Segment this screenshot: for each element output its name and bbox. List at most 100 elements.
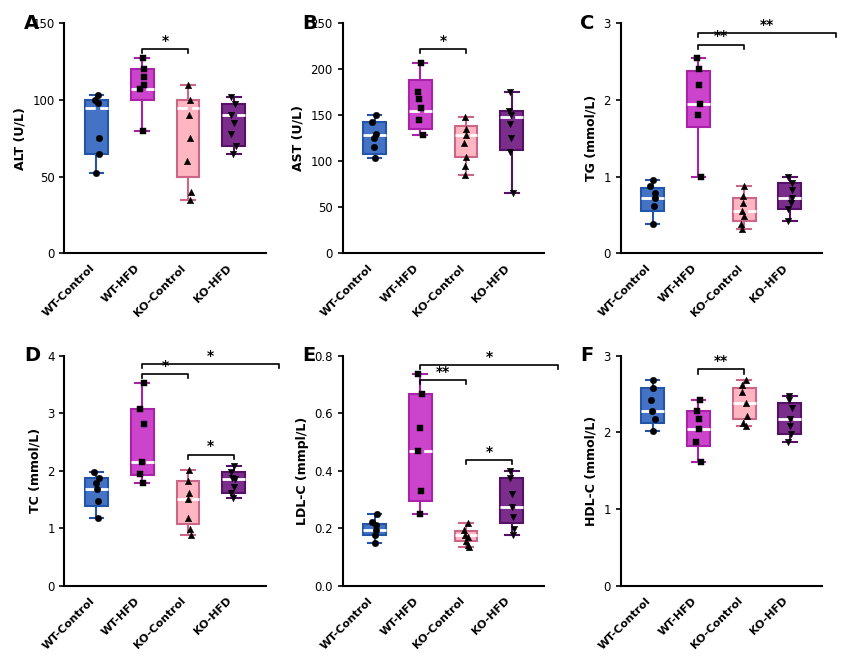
Point xyxy=(135,457,149,467)
Point xyxy=(784,198,798,209)
Point xyxy=(413,114,426,125)
Point xyxy=(503,105,516,116)
Point xyxy=(506,188,520,199)
Y-axis label: LDL-C (mmpl/L): LDL-C (mmpl/L) xyxy=(295,416,308,525)
Point xyxy=(503,110,517,120)
Bar xyxy=(363,524,386,535)
Bar xyxy=(131,69,154,100)
Bar xyxy=(687,70,710,127)
Text: **: ** xyxy=(436,365,450,379)
Bar xyxy=(222,104,245,146)
Point xyxy=(136,53,149,64)
Point xyxy=(735,205,749,216)
Text: *: * xyxy=(207,440,215,454)
Point xyxy=(783,395,796,406)
Point xyxy=(92,98,105,108)
Point xyxy=(225,472,239,483)
Point xyxy=(648,413,661,424)
Bar xyxy=(177,481,200,523)
Point xyxy=(644,395,658,406)
Bar xyxy=(454,531,477,541)
Point xyxy=(507,523,520,534)
Point xyxy=(735,380,749,390)
Point xyxy=(738,211,751,221)
Point xyxy=(694,171,708,182)
Point xyxy=(506,512,520,523)
Point xyxy=(693,98,706,109)
Text: *: * xyxy=(161,359,169,373)
Point xyxy=(414,102,428,113)
Point xyxy=(785,402,799,413)
Point xyxy=(93,472,106,483)
Point xyxy=(89,168,103,179)
Point xyxy=(411,368,424,379)
Point xyxy=(413,509,427,520)
Point xyxy=(647,200,661,211)
Text: B: B xyxy=(302,14,317,33)
Point xyxy=(416,388,430,399)
Point xyxy=(368,520,382,531)
Point xyxy=(784,421,797,432)
Bar xyxy=(131,408,154,475)
Bar xyxy=(733,198,756,221)
Bar xyxy=(177,100,200,176)
Point xyxy=(459,151,473,162)
Point xyxy=(133,468,147,479)
Point xyxy=(181,494,194,505)
Point xyxy=(229,140,243,151)
Point xyxy=(735,223,749,234)
Point xyxy=(692,413,706,424)
Bar xyxy=(409,394,432,501)
Text: C: C xyxy=(581,14,594,33)
Point xyxy=(505,501,519,512)
Point xyxy=(138,418,151,429)
Y-axis label: AST (U/L): AST (U/L) xyxy=(292,105,305,171)
Bar xyxy=(500,478,523,523)
Point xyxy=(416,130,430,141)
Y-axis label: ALT (U/L): ALT (U/L) xyxy=(14,107,27,170)
Point xyxy=(506,529,520,540)
Point xyxy=(225,487,239,498)
Point xyxy=(739,421,753,432)
Bar xyxy=(409,80,432,129)
Point xyxy=(89,478,103,489)
Point xyxy=(737,180,751,191)
Point xyxy=(735,387,749,398)
Point xyxy=(137,125,150,136)
Point xyxy=(459,124,473,134)
Point xyxy=(505,489,519,499)
Point xyxy=(734,219,748,229)
Point xyxy=(136,478,149,489)
Point xyxy=(227,148,240,159)
Point xyxy=(366,116,380,127)
Point xyxy=(368,152,382,163)
Text: **: ** xyxy=(714,354,728,368)
Point xyxy=(646,219,660,229)
Point xyxy=(781,436,795,447)
Point xyxy=(87,467,100,477)
Point xyxy=(646,375,660,386)
Point xyxy=(228,474,242,485)
Point xyxy=(690,406,704,416)
Point xyxy=(184,530,198,541)
Point xyxy=(692,64,706,74)
Point xyxy=(228,118,241,128)
Point xyxy=(181,475,194,486)
Point xyxy=(458,112,472,122)
Point xyxy=(736,198,750,209)
Text: *: * xyxy=(207,349,215,363)
Point xyxy=(370,509,384,520)
Point xyxy=(782,171,796,182)
Point xyxy=(648,193,661,203)
Point xyxy=(739,398,752,408)
Bar xyxy=(687,411,710,446)
Point xyxy=(93,148,106,159)
Point xyxy=(93,133,106,144)
Bar xyxy=(500,110,523,150)
Point xyxy=(227,493,240,503)
Point xyxy=(228,99,242,110)
Point xyxy=(413,93,426,104)
Point xyxy=(90,483,104,494)
Point xyxy=(88,94,102,105)
Bar xyxy=(779,403,801,434)
